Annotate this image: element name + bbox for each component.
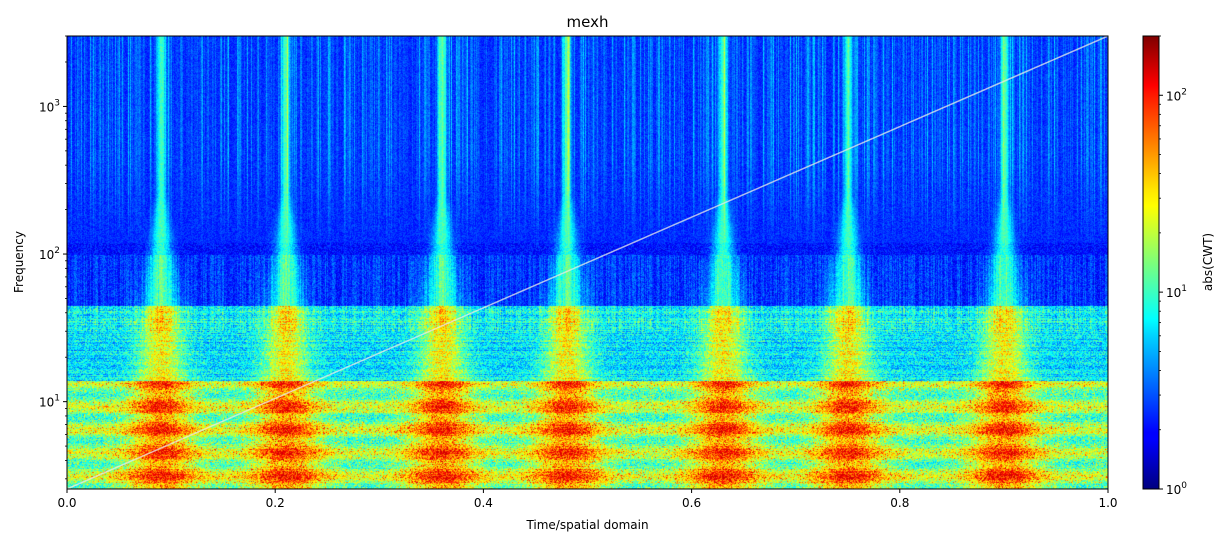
x-tick-label: 1.0 <box>1098 496 1117 510</box>
plot-frame <box>66 35 1109 490</box>
colorbar <box>1142 35 1160 490</box>
x-axis-label: Time/spatial domain <box>525 518 648 532</box>
colorbar-tick-label: 102 <box>1166 87 1187 103</box>
y-tick-label: 103 <box>39 98 60 114</box>
y-axis-label: Frequency <box>12 231 26 293</box>
x-axis: 0.0 0.2 0.4 0.6 0.8 1.0 <box>57 489 1118 510</box>
x-tick-label: 0.4 <box>474 496 493 510</box>
x-tick-label: 0.0 <box>57 496 76 510</box>
colorbar-tick-label: 101 <box>1166 284 1187 300</box>
colorbar-axis: 100 101 102 <box>1159 35 1187 497</box>
x-tick-label: 0.8 <box>890 496 909 510</box>
colorbar-tick-label: 100 <box>1166 481 1187 497</box>
y-tick-label: 101 <box>39 394 60 410</box>
x-tick-label: 0.2 <box>266 496 285 510</box>
x-tick-label: 0.6 <box>682 496 701 510</box>
chirp-line <box>67 36 1108 489</box>
colorbar-label: abs(CWT) <box>1201 233 1215 291</box>
y-tick-label: 102 <box>39 246 60 262</box>
y-axis: 101 102 103 <box>39 35 67 480</box>
chart-title: mexh <box>567 13 609 31</box>
